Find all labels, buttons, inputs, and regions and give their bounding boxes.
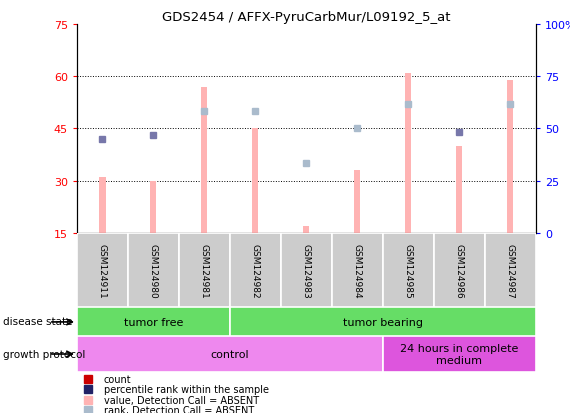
Text: count: count [104,374,131,384]
Bar [303,226,310,233]
Bar [485,233,536,308]
Title: GDS2454 / AFFX-PyruCarbMur/L09192_5_at: GDS2454 / AFFX-PyruCarbMur/L09192_5_at [162,11,451,24]
Text: tumor free: tumor free [124,317,183,327]
Text: GSM124980: GSM124980 [149,243,158,298]
Text: disease state: disease state [3,316,72,326]
Bar [77,337,383,372]
Bar [383,233,434,308]
Bar [230,308,536,337]
Bar [383,337,536,372]
Bar [456,147,462,233]
Text: GSM124981: GSM124981 [200,243,209,298]
Bar [77,308,230,337]
Text: GSM124986: GSM124986 [455,243,464,298]
Bar [281,233,332,308]
Text: GSM124985: GSM124985 [404,243,413,298]
Bar [179,233,230,308]
Text: growth protocol: growth protocol [3,349,85,359]
Text: GSM124911: GSM124911 [98,243,107,298]
Text: GSM124983: GSM124983 [302,243,311,298]
Text: value, Detection Call = ABSENT: value, Detection Call = ABSENT [104,395,259,405]
Bar [405,74,412,233]
Text: percentile rank within the sample: percentile rank within the sample [104,385,268,394]
Text: control: control [210,349,249,359]
Bar [332,233,383,308]
Text: GSM124982: GSM124982 [251,243,260,298]
Bar [99,178,105,233]
Text: rank, Detection Call = ABSENT: rank, Detection Call = ABSENT [104,405,254,413]
Bar [150,181,157,233]
Bar [507,81,514,233]
Bar [128,233,179,308]
Bar [434,233,485,308]
Text: tumor bearing: tumor bearing [343,317,423,327]
Bar [230,233,281,308]
Text: GSM124984: GSM124984 [353,243,362,298]
Bar [201,88,207,233]
Bar [77,233,128,308]
Bar [253,129,258,233]
Text: 24 hours in complete
medium: 24 hours in complete medium [400,343,519,365]
Text: GSM124987: GSM124987 [506,243,515,298]
Bar [355,171,360,233]
